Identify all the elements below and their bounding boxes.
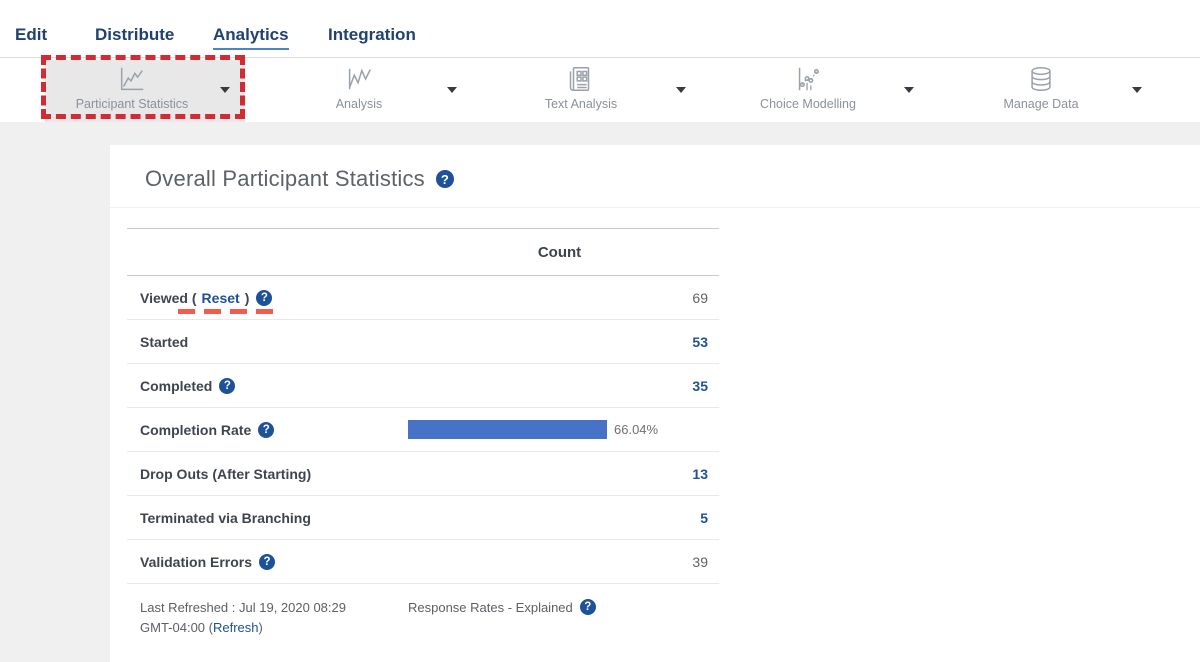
chevron-down-icon[interactable] [904, 87, 914, 93]
table-row-validation-errors: Validation Errors ? 39 [127, 540, 719, 584]
row-label-text: ) [244, 289, 250, 306]
row-value-link[interactable]: 5 [700, 509, 708, 526]
content-card: Overall Participant Statistics ? Count V… [110, 145, 1200, 662]
last-refreshed-text: ) [258, 620, 263, 635]
table-row-viewed: Viewed ( Reset ) ? 69 [127, 276, 719, 320]
active-tool-highlight [45, 60, 245, 122]
chevron-down-icon[interactable] [1132, 87, 1142, 93]
row-label: Completion Rate ? [127, 421, 400, 438]
table-row-terminated: Terminated via Branching 5 [127, 496, 719, 540]
nav-tab-distribute[interactable]: Distribute [95, 25, 175, 44]
row-label: Terminated via Branching [127, 510, 400, 526]
toolbar-item-label: Choice Modelling [760, 97, 856, 111]
row-label-text: Drop Outs (After Starting) [140, 465, 312, 482]
row-label-text: Viewed ( [140, 289, 197, 306]
toolbar-item-label: Analysis [335, 97, 383, 111]
response-rates-note: Response Rates - Explained ? [400, 598, 719, 638]
participant-statistics-table: Count Viewed ( Reset ) ? 69 Started 53 C… [127, 228, 719, 638]
document-grid-icon [569, 67, 590, 91]
table-header-row: Count [127, 228, 719, 276]
toolbar-item-label: Participant Statistics [75, 97, 189, 111]
chevron-down-icon[interactable] [676, 87, 686, 93]
scatter-trend-icon [798, 67, 819, 91]
row-label-text: Completion Rate [140, 421, 252, 438]
help-icon[interactable]: ? [435, 170, 454, 188]
toolbar-item-label: Manage Data [1003, 97, 1079, 111]
nav-tab-analytics[interactable]: Analytics [213, 25, 289, 50]
row-label: Drop Outs (After Starting) [127, 466, 400, 482]
toolbar-item-participant-statistics[interactable]: Participant Statistics [42, 64, 222, 111]
row-value: 39 [692, 553, 708, 570]
toolbar-item-text-analysis[interactable]: Text Analysis [491, 64, 671, 111]
line-chart-icon [120, 67, 144, 91]
row-label-text: Completed [140, 377, 213, 394]
nav-tab-edit[interactable]: Edit [15, 25, 48, 44]
help-icon[interactable]: ? [579, 599, 596, 615]
completion-rate-bar [408, 420, 607, 439]
row-value-link[interactable]: 53 [692, 333, 708, 350]
row-label: Started [127, 334, 400, 350]
table-footer: Last Refreshed : Jul 19, 2020 08:29 GMT-… [127, 584, 719, 638]
chevron-down-icon[interactable] [447, 87, 457, 93]
database-icon [1031, 67, 1051, 92]
refresh-link[interactable]: Refresh [212, 620, 259, 635]
zigzag-chart-icon [348, 68, 371, 90]
table-row-drop-outs: Drop Outs (After Starting) 13 [127, 452, 719, 496]
row-label-text: Started [140, 333, 189, 350]
completion-rate-value: 66.04% [614, 422, 659, 437]
help-icon[interactable]: ? [256, 289, 273, 306]
row-value-link[interactable]: 13 [692, 465, 708, 482]
annotation-underline [178, 309, 273, 314]
table-row-started: Started 53 [127, 320, 719, 364]
row-label: Validation Errors ? [127, 553, 400, 570]
last-refreshed-text: Last Refreshed : Jul 19, 2020 08:29 [140, 600, 346, 615]
row-label: Viewed ( Reset ) ? [127, 289, 400, 306]
toolbar-item-choice-modelling[interactable]: Choice Modelling [718, 64, 898, 111]
table-row-completed: Completed ? 35 [127, 364, 719, 408]
help-icon[interactable]: ? [219, 377, 236, 394]
row-value-link[interactable]: 35 [692, 377, 708, 394]
row-label-text: Terminated via Branching [140, 509, 311, 526]
toolbar-item-analysis[interactable]: Analysis [269, 64, 449, 111]
toolbar-item-label: Text Analysis [544, 97, 618, 111]
row-label: Completed ? [127, 377, 400, 394]
help-icon[interactable]: ? [259, 553, 276, 570]
count-column-header: Count [537, 243, 582, 261]
analytics-toolbar: Participant Statistics Analysis Text Ana… [0, 57, 1200, 122]
help-icon[interactable]: ? [258, 421, 275, 438]
nav-tab-integration[interactable]: Integration [328, 25, 416, 44]
section-divider [110, 207, 1200, 208]
toolbar-item-manage-data[interactable]: Manage Data [951, 64, 1131, 111]
table-row-completion-rate: Completion Rate ? 66.04% [127, 408, 719, 452]
last-refreshed: Last Refreshed : Jul 19, 2020 08:29 GMT-… [127, 598, 400, 638]
page-title: Overall Participant Statistics [145, 166, 425, 191]
reset-link[interactable]: Reset [201, 289, 240, 306]
chevron-down-icon[interactable] [220, 87, 230, 93]
last-refreshed-text: GMT-04:00 ( [140, 620, 213, 635]
row-value: 69 [692, 289, 708, 306]
row-label-text: Validation Errors [140, 553, 253, 570]
response-rates-label: Response Rates - Explained [408, 600, 573, 615]
